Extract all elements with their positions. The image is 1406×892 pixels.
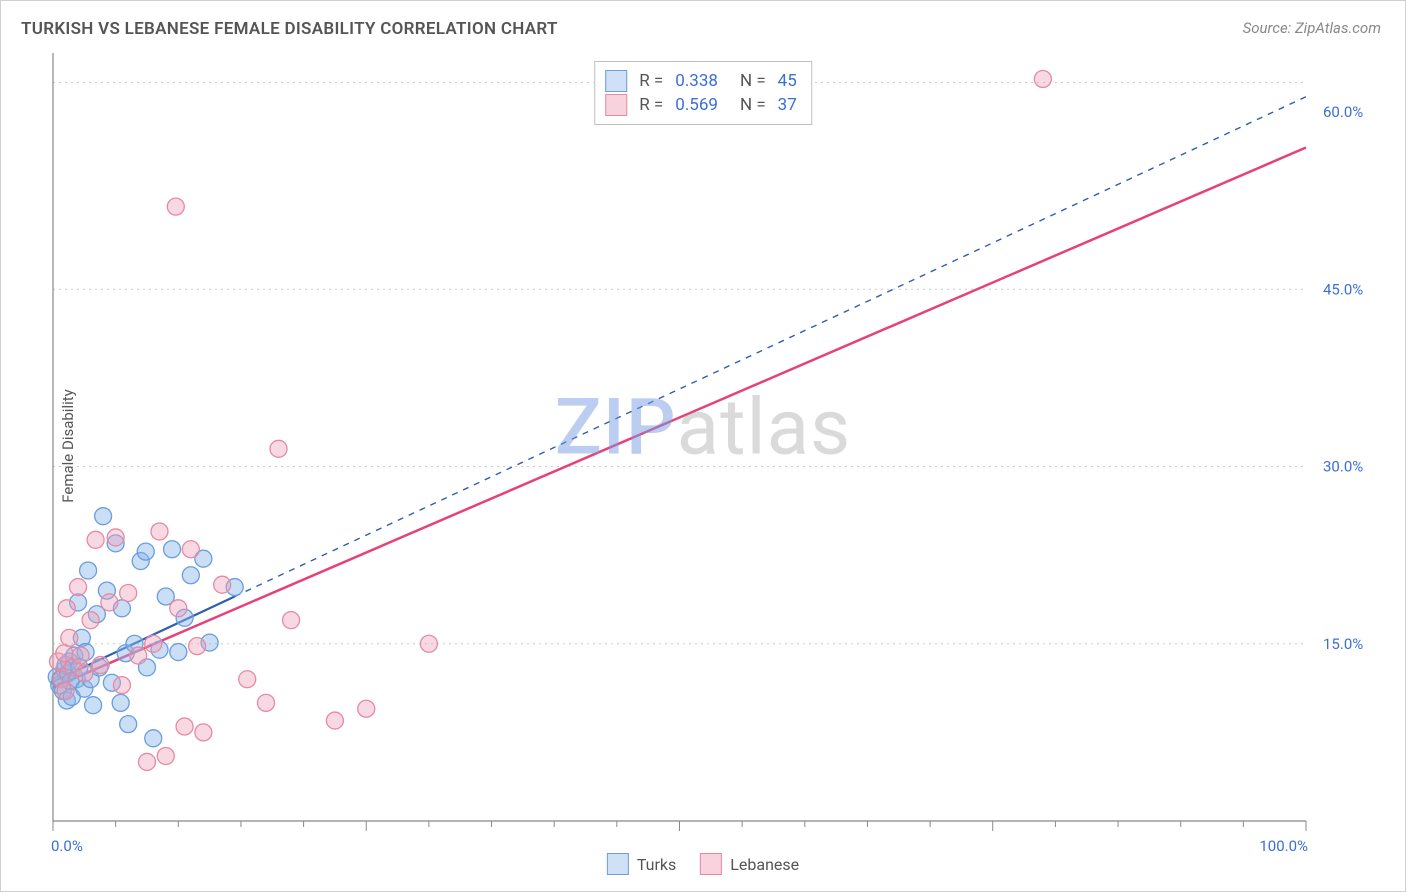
legend-series-item: Turks — [607, 853, 676, 875]
chart-container: TURKISH VS LEBANESE FEMALE DISABILITY CO… — [0, 0, 1406, 892]
svg-text:0.0%: 0.0% — [51, 837, 83, 855]
legend-series: Turks Lebanese — [607, 853, 799, 875]
legend-r-label: R = — [639, 95, 663, 115]
svg-text:45.0%: 45.0% — [1323, 280, 1363, 298]
svg-text:15.0%: 15.0% — [1323, 635, 1363, 653]
legend-swatch — [605, 70, 627, 92]
legend-r-label: R = — [639, 71, 663, 91]
legend-series-label: Lebanese — [730, 855, 799, 874]
legend-n-label: N = — [740, 95, 766, 115]
scatter-plot: 15.0% 30.0% 45.0% 60.0% 0.0% 100.0% — [1, 1, 1406, 892]
legend-n-value: 37 — [778, 95, 797, 115]
legend-series-item: Lebanese — [700, 853, 799, 875]
legend-correlation-row: R = 0.338 N = 45 — [605, 70, 797, 92]
svg-text:30.0%: 30.0% — [1323, 458, 1363, 476]
legend-n-label: N = — [740, 71, 766, 91]
svg-text:60.0%: 60.0% — [1323, 103, 1363, 121]
legend-r-value: 0.338 — [675, 71, 718, 91]
legend-swatch — [700, 853, 722, 875]
legend-n-value: 45 — [778, 71, 797, 91]
legend-correlation: R = 0.338 N = 45 R = 0.569 N = 37 — [594, 61, 812, 125]
legend-series-label: Turks — [637, 855, 676, 874]
svg-text:100.0%: 100.0% — [1259, 837, 1308, 855]
legend-correlation-row: R = 0.569 N = 37 — [605, 94, 797, 116]
legend-r-value: 0.569 — [675, 95, 718, 115]
legend-swatch — [605, 94, 627, 116]
legend-swatch — [607, 853, 629, 875]
